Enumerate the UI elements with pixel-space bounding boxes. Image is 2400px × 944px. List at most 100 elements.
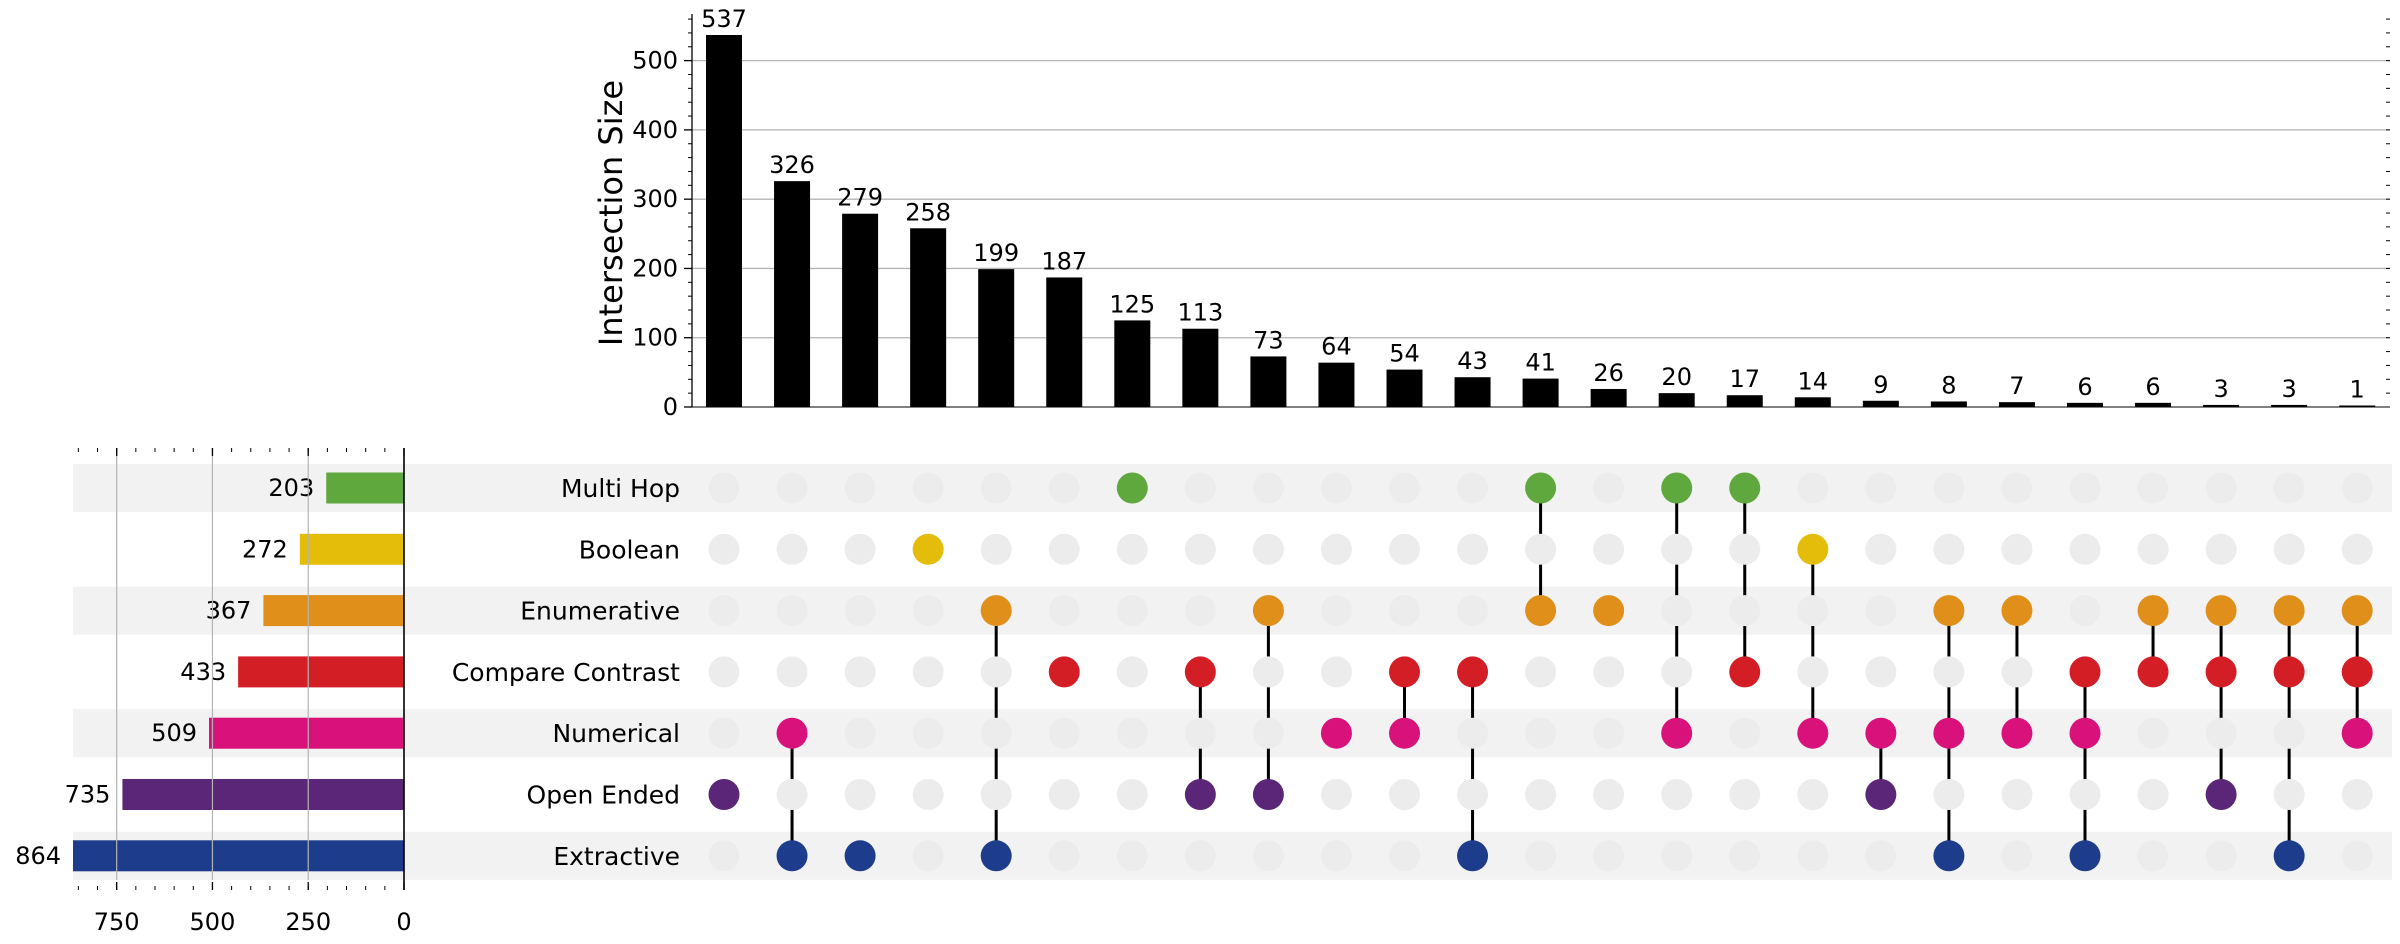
- intersection-bar-21: [2135, 402, 2172, 407]
- intersection-bar-13: [1590, 388, 1627, 407]
- inactive-dot: [1933, 779, 1965, 810]
- intersection-bar-label-15: 17: [1729, 365, 1760, 393]
- inactive-dot: [2341, 779, 2373, 810]
- inactive-dot: [844, 595, 876, 627]
- active-dot-enumerative: [1593, 595, 1625, 627]
- set-bar-numerical: [209, 717, 404, 749]
- active-dot-multi-hop: [1525, 472, 1557, 504]
- active-dot-open-ended: [2205, 779, 2237, 810]
- active-dot-numerical: [776, 717, 808, 749]
- inactive-dot: [1593, 717, 1625, 749]
- inactive-dot: [912, 779, 944, 810]
- inactive-dot: [1320, 779, 1352, 810]
- set-size-label-compare-contrast: 433: [180, 658, 226, 686]
- active-dot-numerical: [1661, 717, 1693, 749]
- inactive-dot: [912, 656, 944, 688]
- row-stripes: [73, 464, 2392, 880]
- inactive-dot: [1116, 533, 1148, 565]
- inactive-dot: [1184, 472, 1216, 504]
- intersection-bar-label-7: 113: [1177, 299, 1223, 327]
- intersection-bar-20: [2067, 402, 2103, 407]
- inactive-dot: [2001, 472, 2033, 504]
- intersection-bars: [706, 35, 2376, 407]
- inactive-dot: [2137, 717, 2169, 749]
- intersection-bar-label-2: 279: [837, 184, 883, 212]
- active-dot-compare-contrast: [2341, 656, 2373, 688]
- inactive-dot: [2001, 656, 2033, 688]
- inactive-dot: [708, 533, 740, 565]
- inactive-dot: [1389, 840, 1420, 872]
- active-dot-enumerative: [980, 595, 1012, 627]
- y-tick-label-200: 200: [632, 254, 678, 282]
- intersection-bar-label-13: 26: [1593, 359, 1624, 387]
- set-size-bars: 203 272 367 433 509 735 864: [15, 472, 404, 872]
- inactive-dot: [708, 840, 740, 872]
- inactive-dot: [1457, 533, 1489, 565]
- set-name-extractive: Extractive: [553, 842, 680, 871]
- active-dot-compare-contrast: [1729, 656, 1761, 688]
- intersection-bar-22: [2203, 404, 2240, 407]
- inactive-dot: [1320, 472, 1352, 504]
- inactive-dot: [1184, 595, 1216, 627]
- inactive-dot: [1184, 717, 1216, 749]
- active-dot-numerical: [2001, 717, 2033, 749]
- inactive-dot: [912, 595, 944, 627]
- inactive-dot: [1389, 472, 1420, 504]
- intersection-bar-9: [1318, 362, 1355, 407]
- intersection-bar-label-21: 6: [2145, 373, 2160, 401]
- inactive-dot: [844, 533, 876, 565]
- set-name-enumerative: Enumerative: [520, 597, 680, 626]
- active-dot-open-ended: [1184, 779, 1216, 810]
- inactive-dot: [2137, 779, 2169, 810]
- set-tick-label-500: 500: [190, 908, 236, 936]
- row-stripe-numerical: [73, 709, 2392, 758]
- set-tick-label-750: 750: [94, 908, 140, 936]
- inactive-dot: [1252, 717, 1284, 749]
- set-names: Multi Hop Boolean Enumerative Compare Contr…: [452, 474, 680, 871]
- inactive-dot: [2273, 533, 2305, 565]
- inactive-dot: [912, 717, 944, 749]
- active-dot-compare-contrast: [1457, 656, 1489, 688]
- active-dot-compare-contrast: [2069, 656, 2101, 688]
- intersection-bar-1: [774, 181, 811, 407]
- inactive-dot: [844, 779, 876, 810]
- intersection-bar-5: [1046, 277, 1083, 407]
- inactive-dot: [844, 717, 876, 749]
- row-stripe-enumerative: [73, 586, 2392, 635]
- inactive-dot: [1865, 533, 1897, 565]
- active-dot-numerical: [1933, 717, 1965, 749]
- inactive-dot: [2273, 779, 2305, 810]
- set-bar-multi-hop: [326, 472, 404, 504]
- y-tick-label-0: 0: [663, 393, 678, 421]
- set-bar-compare-contrast: [238, 656, 404, 688]
- intersection-bar-label-24: 1: [2350, 376, 2365, 404]
- inactive-dot: [1252, 656, 1284, 688]
- row-stripe-multi-hop: [73, 464, 2392, 512]
- inactive-dot: [2341, 472, 2373, 504]
- inactive-dot: [2341, 840, 2373, 872]
- set-tick-label-250: 250: [285, 908, 331, 936]
- inactive-dot: [1457, 779, 1489, 810]
- intersection-bar-label-16: 14: [1798, 367, 1829, 395]
- inactive-dot: [1729, 840, 1761, 872]
- active-dot-extractive: [844, 840, 876, 872]
- active-dot-open-ended: [1865, 779, 1897, 810]
- inactive-dot: [776, 595, 808, 627]
- set-bar-open-ended: [122, 779, 404, 810]
- active-dot-numerical: [2069, 717, 2101, 749]
- active-dot-extractive: [1933, 840, 1965, 872]
- inactive-dot: [1797, 779, 1829, 810]
- inactive-dot: [844, 656, 876, 688]
- inactive-dot: [2069, 779, 2101, 810]
- inactive-dot: [980, 779, 1012, 810]
- active-dot-extractive: [980, 840, 1012, 872]
- intersection-bar-label-4: 199: [973, 239, 1019, 267]
- inactive-dot: [912, 840, 944, 872]
- inactive-dot: [1729, 595, 1761, 627]
- inactive-dot: [776, 472, 808, 504]
- inactive-dot: [2137, 472, 2169, 504]
- inactive-dot: [1661, 595, 1693, 627]
- inactive-dot: [980, 656, 1012, 688]
- active-dot-enumerative: [1252, 595, 1284, 627]
- inactive-dot: [1116, 656, 1148, 688]
